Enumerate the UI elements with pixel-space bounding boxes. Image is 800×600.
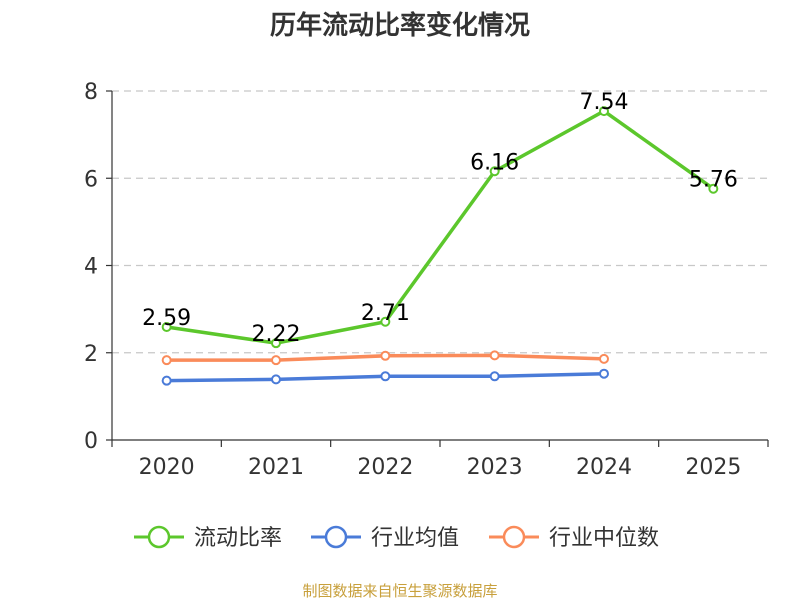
data-label: 6.16 xyxy=(470,150,519,175)
series-2 xyxy=(161,350,609,366)
data-point[interactable] xyxy=(271,355,281,366)
x-tick-label: 2021 xyxy=(248,455,304,480)
legend-item[interactable]: 行业中位数 xyxy=(489,525,659,551)
data-point[interactable] xyxy=(599,106,609,117)
x-tick-label: 2020 xyxy=(139,455,195,480)
data-label: 5.76 xyxy=(689,168,738,193)
x-tick-label: 2022 xyxy=(357,455,413,480)
data-point[interactable] xyxy=(489,350,500,361)
legend-label: 流动比率 xyxy=(194,526,282,551)
data-point[interactable] xyxy=(380,316,391,327)
data-point[interactable] xyxy=(271,338,281,349)
data-point[interactable] xyxy=(489,166,500,177)
data-point[interactable] xyxy=(599,368,609,379)
x-tick-label: 2023 xyxy=(467,455,523,480)
legend-label: 行业中位数 xyxy=(549,526,659,551)
data-point[interactable] xyxy=(708,183,719,194)
y-tick-label: 6 xyxy=(84,167,98,192)
y-tick-label: 0 xyxy=(84,429,98,454)
legend[interactable]: 流动比率 行业均值 行业中位数 xyxy=(134,525,659,551)
x-tick-label: 2025 xyxy=(685,455,741,480)
data-point[interactable] xyxy=(380,371,391,382)
data-point[interactable] xyxy=(599,353,609,364)
source-note: 制图数据来自恒生聚源数据库 xyxy=(302,582,497,600)
y-tick-label: 2 xyxy=(84,342,98,367)
legend-swatch-marker xyxy=(324,525,348,549)
chart-title: 历年流动比率变化情况 xyxy=(270,10,530,41)
legend-swatch-marker xyxy=(147,525,171,549)
data-point[interactable] xyxy=(489,371,500,382)
data-point[interactable] xyxy=(271,374,281,385)
x-tick-label: 2024 xyxy=(576,455,632,480)
y-tick-label: 8 xyxy=(84,80,98,105)
legend-item[interactable]: 行业均值 xyxy=(311,525,459,551)
data-label: 2.71 xyxy=(361,301,410,326)
data-label: 7.54 xyxy=(580,90,629,115)
legend-label: 行业均值 xyxy=(371,526,459,551)
legend-swatch-marker xyxy=(502,525,526,549)
data-point[interactable] xyxy=(161,322,172,333)
data-point[interactable] xyxy=(161,355,172,366)
series-1 xyxy=(161,368,609,386)
series-line xyxy=(166,109,715,345)
grid xyxy=(112,90,768,354)
legend-item[interactable]: 流动比率 xyxy=(134,525,282,551)
y-tick-label: 4 xyxy=(84,255,98,280)
series-0 xyxy=(161,106,719,349)
data-label: 2.22 xyxy=(252,322,301,347)
data-point[interactable] xyxy=(380,350,391,361)
data-point[interactable] xyxy=(161,375,172,386)
data-labels: 2.59 2.22 2.71 6.16 7.54 5.76 xyxy=(142,90,738,347)
series xyxy=(161,106,719,386)
data-label: 2.59 xyxy=(142,306,191,331)
axes: 0 2 4 6 8 2020 2021 2022 2023 2024 2025 xyxy=(84,80,769,480)
